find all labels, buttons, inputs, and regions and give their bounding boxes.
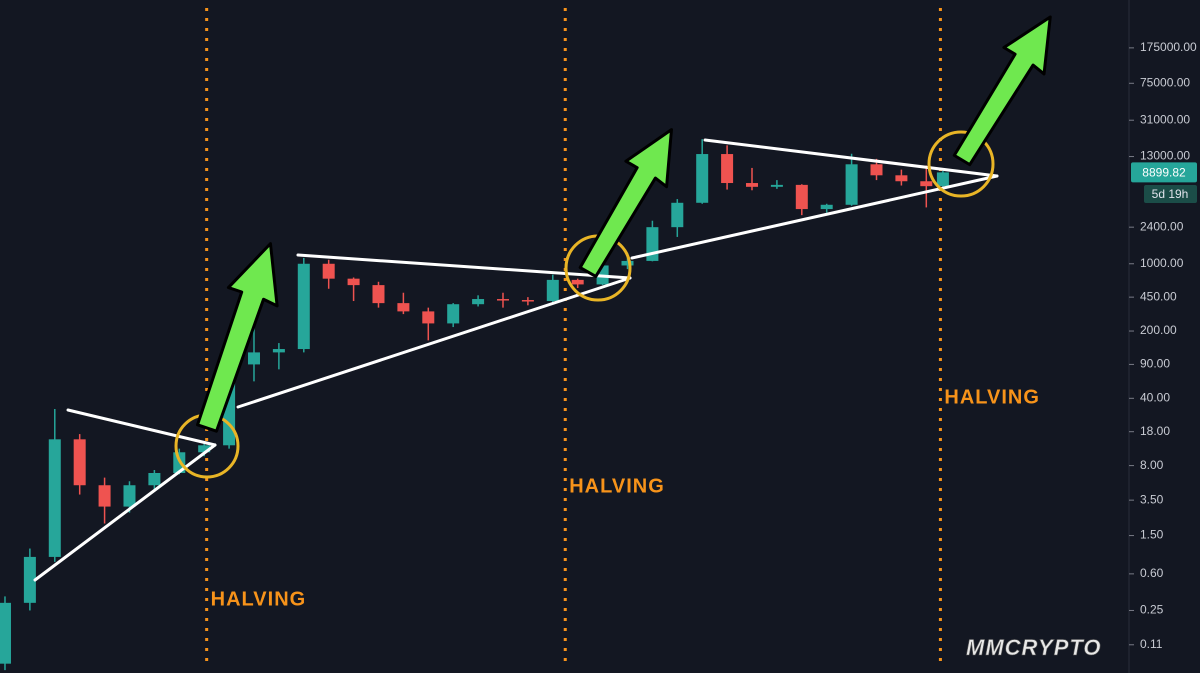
halving-label: HALVING [944,386,1040,408]
candle-body [546,279,559,302]
arrow [578,128,673,278]
countdown-label: 5d 19h [1152,187,1189,201]
candle-body [496,299,509,301]
candle-body [48,439,61,557]
candle-body [198,445,211,453]
y-tick-label: 40.00 [1140,390,1170,404]
y-tick-label: 1000.00 [1140,256,1184,270]
y-tick-label: 75000.00 [1140,75,1190,89]
candle-body [671,202,684,228]
trend-line [630,174,999,260]
trend-line [66,408,217,447]
y-tick-label: 450.00 [1140,289,1177,303]
y-tick-label: 3.50 [1140,492,1164,506]
candle-body [795,184,808,210]
halving-label: HALVING [211,588,307,610]
y-tick-label: 13000.00 [1140,149,1190,163]
candle-body [148,473,161,486]
candle-body [123,485,136,507]
trend-line [236,276,632,409]
candle-body [696,154,709,203]
candle-body [272,349,285,353]
candle-body [472,299,485,305]
candle-body [297,263,310,350]
arrows [196,15,1052,433]
y-tick-label: 0.25 [1140,603,1164,617]
y-tick-label: 18.00 [1140,424,1170,438]
candle-body [422,311,435,324]
candle-body [936,172,949,187]
candle-body [820,204,833,210]
candle-body [247,352,260,365]
candle-body [347,278,360,286]
candle-body [870,164,883,176]
trend-line [703,138,999,178]
candle-body [845,164,858,205]
countdown-tag [1144,185,1197,203]
breakout-circle [927,130,995,198]
y-tick-label: 200.00 [1140,323,1177,337]
candle-body [98,485,111,507]
arrow [952,15,1052,167]
y-axis: 175000.00 75000.00 31000.00 13000.00 2400.00… [1129,40,1197,651]
candle-body [322,263,335,279]
candle-body [895,175,908,182]
candle-body [447,304,460,324]
price-tag [1131,162,1197,183]
candle-body [621,260,634,266]
candle-body [372,285,385,304]
candle-body [23,556,36,603]
candle-body [746,183,758,187]
y-tick-label: 0.60 [1140,566,1164,580]
watermark: MMCRYPTO [966,635,1102,660]
candle-body [571,279,584,285]
y-tick-label: 2400.00 [1140,219,1184,233]
halving-label: HALVING [569,475,665,497]
y-tick-label: 90.00 [1140,357,1170,371]
candle-body [770,184,783,187]
trend-line [296,253,632,280]
candle-body [0,602,11,664]
candle-body [73,439,86,486]
y-tick-label: 1.50 [1140,528,1164,542]
halving-layer: HALVING HALVING HALVING [205,8,1040,662]
y-tick-label: 31000.00 [1140,112,1190,126]
y-tick-label: 0.11 [1140,637,1163,651]
candle-body [920,181,933,187]
candle-body [721,154,734,184]
y-tick-label: 8.00 [1140,458,1164,472]
candle-body [521,300,534,302]
candle-body [397,303,410,312]
arrow [196,242,279,433]
price-tag-label: 8899.82 [1142,166,1186,180]
y-tick-label: 175000.00 [1140,40,1197,54]
